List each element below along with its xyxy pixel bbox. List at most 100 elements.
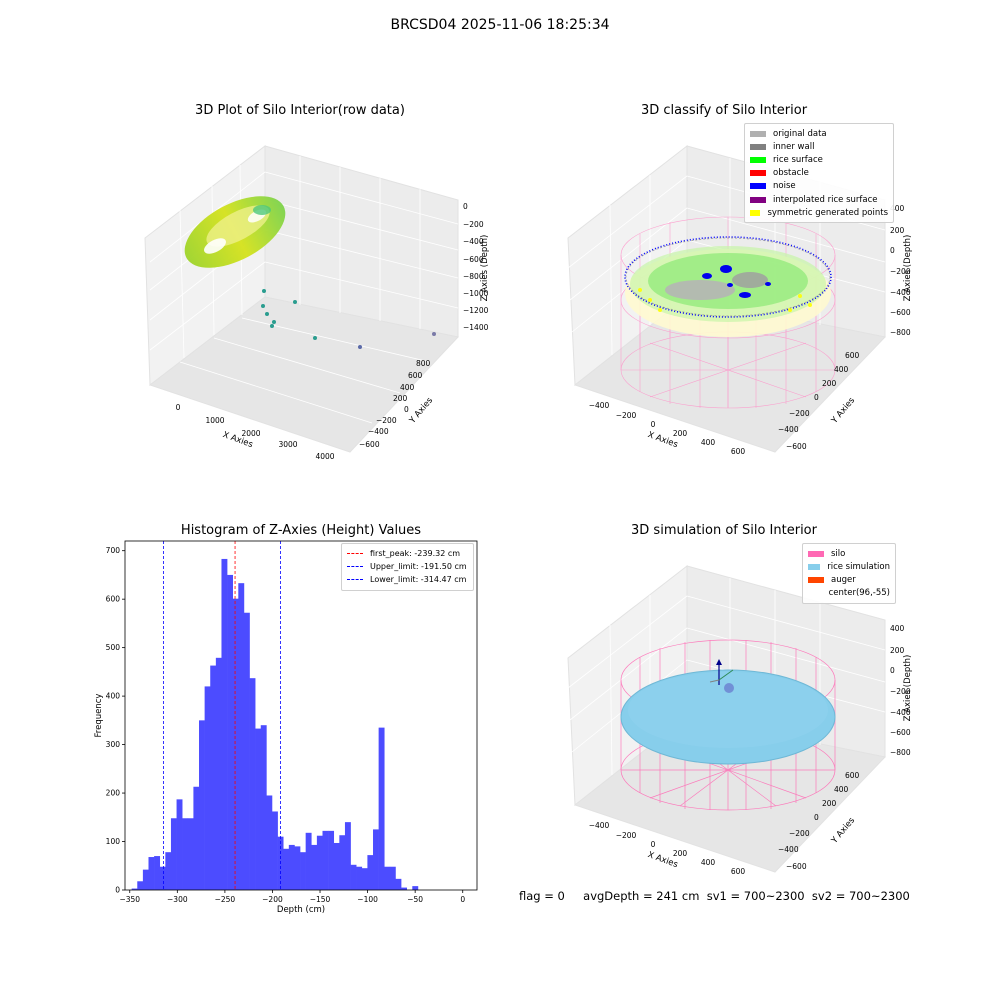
x-tick-label: −200 bbox=[262, 895, 283, 904]
svg-text:−200: −200 bbox=[789, 829, 810, 838]
pane-floor bbox=[148, 296, 459, 453]
histogram-bar bbox=[210, 665, 217, 890]
svg-text:200: 200 bbox=[890, 646, 905, 655]
histogram-bar bbox=[215, 657, 222, 890]
x-tick-label: −350 bbox=[119, 895, 140, 904]
svg-text:−800: −800 bbox=[463, 272, 484, 281]
svg-text:−200: −200 bbox=[616, 831, 637, 840]
legend-swatch-obstacle bbox=[750, 170, 766, 177]
histogram-bar bbox=[350, 864, 357, 890]
svg-text:0: 0 bbox=[651, 840, 656, 849]
legend-line-upper-limit bbox=[347, 566, 363, 568]
svg-text:3000: 3000 bbox=[278, 440, 297, 449]
svg-text:Y Axies: Y Axies bbox=[829, 815, 857, 846]
y-tick-label: 600 bbox=[106, 595, 121, 604]
histogram-bar bbox=[249, 678, 256, 890]
svg-text:−200: −200 bbox=[890, 267, 911, 276]
histogram-bar bbox=[176, 799, 183, 890]
legend-item-upper-limit: Upper_limit: -191.50 cm bbox=[347, 560, 468, 573]
histogram-bar bbox=[271, 811, 278, 890]
svg-text:−1200: −1200 bbox=[463, 306, 489, 315]
legend-item-first-peak: first_peak: -239.32 cm bbox=[347, 547, 468, 560]
histogram-bar bbox=[300, 852, 306, 890]
legend-swatch-rice-surface bbox=[750, 156, 766, 163]
legend-line-lower-limit bbox=[347, 579, 363, 581]
svg-text:−800: −800 bbox=[890, 328, 911, 337]
svg-text:400: 400 bbox=[701, 858, 716, 867]
svg-text:−400: −400 bbox=[368, 427, 389, 436]
svg-text:−600: −600 bbox=[786, 862, 807, 871]
plot-frame bbox=[124, 540, 478, 891]
histogram-bar bbox=[395, 878, 402, 890]
simulation-plot-title: 3D simulation of Silo Interior bbox=[631, 523, 817, 538]
symmetric-points bbox=[638, 288, 812, 312]
legend-item-auger: auger bbox=[808, 573, 890, 586]
histogram-bar bbox=[384, 866, 391, 890]
histogram-bar bbox=[378, 727, 385, 890]
svg-text:600: 600 bbox=[845, 351, 860, 360]
y-axis-label: Frequency bbox=[94, 694, 104, 738]
svg-text:−400: −400 bbox=[778, 845, 799, 854]
histogram-bar bbox=[294, 846, 301, 890]
classify-3d-plot: −400 −200 0 200 400 600 600 400 200 0 −2… bbox=[567, 144, 913, 456]
histogram-bar bbox=[199, 720, 205, 890]
svg-text:−800: −800 bbox=[890, 748, 911, 757]
histogram-bar bbox=[311, 844, 318, 890]
histogram-bar bbox=[165, 852, 172, 890]
svg-text:−400: −400 bbox=[890, 288, 911, 297]
status-footer: flag = 0 avgDepth = 241 cm sv1 = 700~230… bbox=[519, 889, 910, 903]
histogram-bar bbox=[361, 868, 368, 890]
svg-text:200: 200 bbox=[822, 799, 837, 808]
noise-points bbox=[702, 265, 771, 298]
histogram-bar bbox=[142, 869, 149, 890]
svg-text:−600: −600 bbox=[786, 442, 807, 451]
svg-text:0: 0 bbox=[176, 403, 181, 412]
y-tick-label: 100 bbox=[106, 837, 121, 846]
svg-text:400: 400 bbox=[400, 383, 415, 392]
y-tick-label: 400 bbox=[106, 692, 121, 701]
histogram-bar bbox=[131, 888, 138, 890]
legend-item-symmetric: symmetric generated points bbox=[750, 206, 888, 219]
histogram-bar bbox=[401, 887, 407, 890]
svg-text:−400: −400 bbox=[589, 821, 610, 830]
x-tick-label: −250 bbox=[215, 895, 236, 904]
x-tick-label: −100 bbox=[357, 895, 378, 904]
svg-text:600: 600 bbox=[845, 771, 860, 780]
svg-text:Z Axies (Depth): Z Axies (Depth) bbox=[903, 655, 913, 722]
svg-text:Y Axies: Y Axies bbox=[407, 395, 435, 426]
svg-text:−600: −600 bbox=[890, 308, 911, 317]
histogram-bar bbox=[356, 866, 363, 890]
legend-item-original-data: original data bbox=[750, 127, 888, 140]
svg-text:−400: −400 bbox=[778, 425, 799, 434]
svg-text:0: 0 bbox=[890, 666, 895, 675]
legend-item-obstacle: obstacle bbox=[750, 167, 888, 180]
legend-swatch-center bbox=[808, 590, 822, 596]
histogram-bar bbox=[288, 844, 295, 890]
histogram-bar bbox=[193, 786, 200, 890]
legend-item-inner-wall: inner wall bbox=[750, 140, 888, 153]
x-tick-label: −300 bbox=[167, 895, 188, 904]
svg-text:Z Axies (Depth): Z Axies (Depth) bbox=[480, 235, 490, 302]
y-tick-label: 200 bbox=[106, 789, 121, 798]
histogram-bar bbox=[148, 857, 155, 890]
svg-text:2000: 2000 bbox=[241, 429, 260, 438]
histogram-bar bbox=[339, 835, 346, 890]
y-tick-label: 0 bbox=[115, 886, 120, 895]
histogram-legend: first_peak: -239.32 cm Upper_limit: -191… bbox=[341, 543, 474, 591]
legend-swatch-symmetric bbox=[750, 209, 761, 216]
svg-text:200: 200 bbox=[673, 849, 688, 858]
svg-text:0: 0 bbox=[651, 420, 656, 429]
svg-text:0: 0 bbox=[890, 246, 895, 255]
svg-text:−600: −600 bbox=[359, 440, 380, 449]
svg-text:−1400: −1400 bbox=[463, 323, 489, 332]
y-tick-label: 500 bbox=[106, 643, 121, 652]
flag-text: flag = 0 bbox=[519, 889, 565, 903]
histogram-bar bbox=[266, 795, 273, 890]
x-tick-label: −50 bbox=[407, 895, 423, 904]
histogram-bar bbox=[328, 830, 335, 890]
raw-point-cloud bbox=[184, 196, 286, 268]
histogram-bar bbox=[305, 832, 312, 890]
y-tick-label: 300 bbox=[106, 740, 121, 749]
simulation-3d-plot: −400 −200 0 200 400 600 600 400 200 0 −2… bbox=[567, 564, 913, 876]
svg-text:600: 600 bbox=[408, 371, 423, 380]
